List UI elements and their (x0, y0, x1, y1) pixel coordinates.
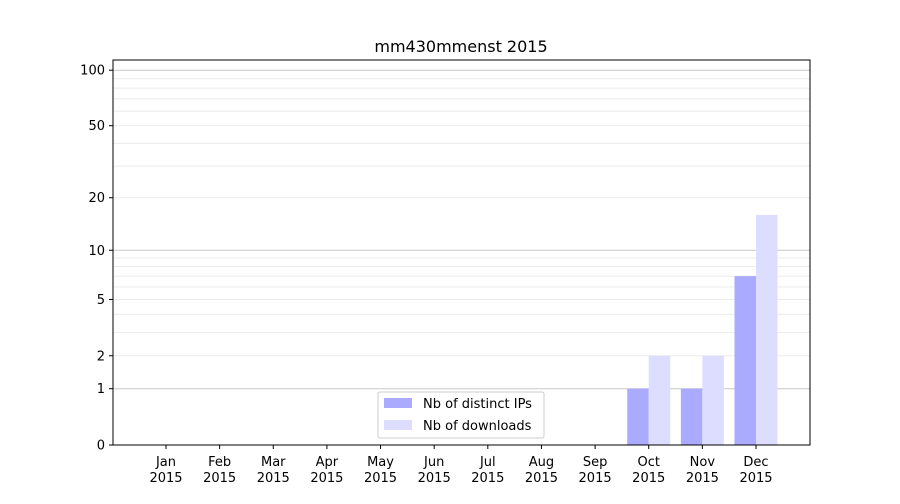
x-tick-label: May (367, 455, 394, 470)
legend-swatch-downloads (384, 420, 412, 430)
bar-downloads (756, 214, 778, 445)
x-tick-label: Jul (479, 455, 496, 470)
x-tick-label: Mar (261, 455, 286, 470)
x-tick-label: 2015 (739, 471, 772, 486)
chart-title: mm430mmenst 2015 (374, 37, 547, 56)
legend-label-downloads: Nb of downloads (423, 419, 532, 434)
bar-ips (734, 276, 756, 445)
x-tick-label: 2015 (364, 471, 397, 486)
y-tick-label: 5 (97, 293, 105, 308)
y-tick-label: 100 (80, 64, 105, 79)
y-tick-label: 0 (97, 439, 105, 454)
legend-label-ips: Nb of distinct IPs (423, 397, 532, 412)
plot-frame (112, 59, 811, 446)
y-tick-label: 2 (97, 349, 105, 364)
x-tick-label: 2015 (257, 471, 290, 486)
x-tick-label: 2015 (686, 471, 719, 486)
x-tick-label: 2015 (579, 471, 612, 486)
legend: Nb of distinct IPs Nb of downloads (377, 391, 545, 439)
x-tick-label: Jan (155, 455, 176, 470)
x-tick-label: 2015 (632, 471, 665, 486)
x-tick-label: Dec (743, 455, 768, 470)
x-tick-label: Sep (583, 455, 608, 470)
x-tick-label: Feb (208, 455, 231, 470)
x-tick-label: 2015 (310, 471, 343, 486)
y-tick-label: 50 (88, 119, 105, 134)
y-tick-label: 1 (97, 382, 105, 397)
y-tick-label: 20 (88, 191, 105, 206)
x-tick-label: Oct (637, 455, 659, 470)
y-tick-label: 10 (88, 244, 105, 259)
x-tick-label: 2015 (203, 471, 236, 486)
legend-swatch-ips (384, 398, 412, 408)
bar-ips (627, 388, 649, 445)
bar-downloads (702, 355, 724, 445)
bar-downloads (648, 355, 671, 445)
x-tick-label: 2015 (525, 471, 558, 486)
bar-ips (680, 388, 703, 445)
x-tick-label: Jun (423, 455, 444, 470)
x-tick-label: 2015 (471, 471, 504, 486)
x-tick-label: Nov (690, 455, 716, 470)
x-tick-label: Apr (316, 455, 339, 470)
x-tick-label: 2015 (418, 471, 451, 486)
x-tick-label: Aug (529, 455, 554, 470)
x-tick-label: 2015 (149, 471, 182, 486)
